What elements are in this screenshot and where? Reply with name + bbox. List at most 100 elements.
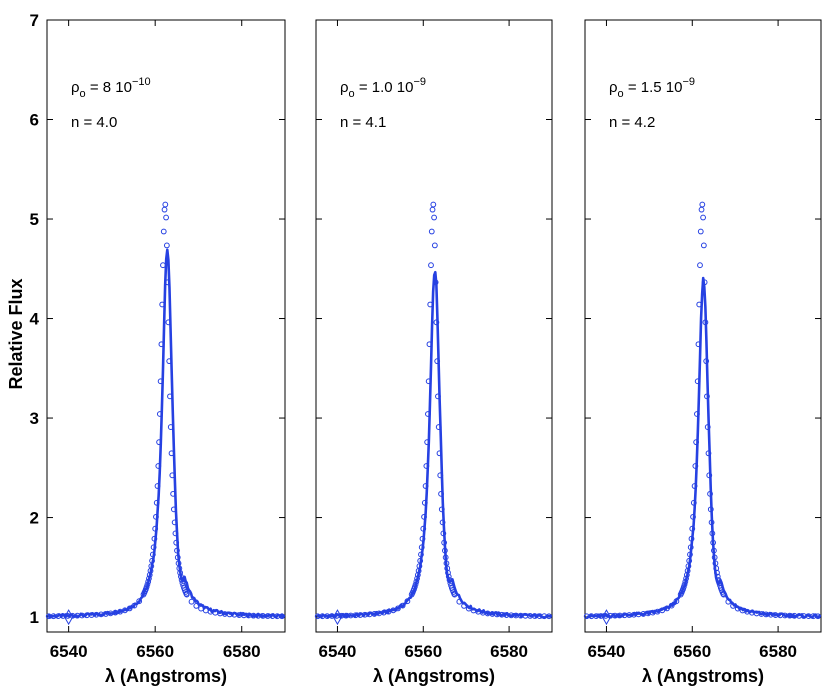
panel-left: 1 2 3 4 5 6 7 6540 6560 6580 λ (Angstroms) ρo = 8 1… xyxy=(30,11,286,686)
model-point xyxy=(279,613,285,620)
model-point xyxy=(433,319,440,326)
model-point xyxy=(399,602,406,609)
model-point xyxy=(681,581,688,588)
model-point xyxy=(683,572,690,578)
model-point xyxy=(171,519,178,526)
panel-middle: 6540 6560 6580 λ (Angstroms) ρo = 1.0 10−9 n … xyxy=(314,19,553,686)
model-point xyxy=(411,584,418,590)
model-point xyxy=(710,539,717,546)
model-point xyxy=(668,602,675,609)
model-point xyxy=(170,506,177,513)
model-point xyxy=(160,228,167,235)
model-point xyxy=(153,499,160,506)
model-point xyxy=(156,439,162,446)
model-point xyxy=(659,607,666,614)
model-point xyxy=(446,577,453,583)
model-point xyxy=(437,472,444,479)
model-point xyxy=(146,572,153,578)
model-point xyxy=(434,358,441,365)
model-point xyxy=(427,301,434,308)
model-point xyxy=(414,572,421,578)
model-point xyxy=(425,411,431,417)
observed-line xyxy=(316,270,553,619)
model-point xyxy=(440,530,447,537)
x-tick-label: 6560 xyxy=(136,642,174,661)
model-point xyxy=(145,578,152,585)
model-point xyxy=(438,490,444,497)
model-point xyxy=(161,206,168,213)
model-point xyxy=(163,214,169,221)
model-point xyxy=(689,525,696,532)
model-point xyxy=(422,483,429,489)
x-tick-label: 6580 xyxy=(490,642,528,661)
model-point xyxy=(156,411,163,417)
model-point xyxy=(177,573,184,580)
model-point xyxy=(421,499,428,506)
model-point xyxy=(461,603,467,609)
model-point xyxy=(664,605,670,612)
model-point xyxy=(170,490,177,497)
model-point xyxy=(680,584,687,590)
model-point xyxy=(436,450,443,457)
model-point xyxy=(160,262,166,269)
model-point xyxy=(168,450,175,457)
model-point xyxy=(165,319,172,326)
model-point xyxy=(149,557,155,564)
model-point xyxy=(152,525,159,532)
model-point xyxy=(714,569,720,576)
model-point xyxy=(183,591,190,598)
x-tick-label: 6540 xyxy=(50,642,88,661)
plot-frame xyxy=(315,19,553,633)
model-point xyxy=(193,603,200,609)
model-point xyxy=(704,393,710,400)
model-point xyxy=(693,439,700,446)
model-point xyxy=(707,490,713,497)
model-point xyxy=(703,358,710,365)
model-point xyxy=(202,607,209,614)
model-point xyxy=(725,598,732,605)
model-point xyxy=(438,506,445,513)
model-point xyxy=(435,424,442,430)
rho-annotation: ρo = 8 10−10 xyxy=(71,76,151,100)
model-point xyxy=(445,569,451,576)
model-point xyxy=(687,551,693,558)
x-axis-label: λ (Angstroms) xyxy=(105,666,227,686)
model-point xyxy=(702,319,709,326)
model-point xyxy=(704,424,711,430)
model-point xyxy=(144,581,151,588)
observed-line xyxy=(586,276,822,619)
model-point xyxy=(159,301,166,308)
model-point xyxy=(419,535,426,542)
y-tick-label: 7 xyxy=(30,11,39,30)
model-point xyxy=(692,463,699,469)
model-point xyxy=(447,580,454,586)
n-annotation: n = 4.1 xyxy=(340,114,386,131)
model-point xyxy=(167,424,174,430)
model-point xyxy=(815,613,821,620)
model-point xyxy=(166,358,173,365)
model-point xyxy=(697,262,703,269)
model-point xyxy=(682,578,689,585)
model-point xyxy=(172,530,179,537)
model-point xyxy=(451,591,458,598)
model-point xyxy=(418,551,424,558)
model-point xyxy=(428,262,434,269)
model-point xyxy=(421,513,427,520)
model-point xyxy=(688,535,695,542)
model-point xyxy=(173,539,180,546)
plot-frame xyxy=(46,19,286,633)
model-point xyxy=(734,605,741,612)
model-point xyxy=(431,214,437,221)
n-annotation: n = 4.2 xyxy=(609,114,655,131)
x-axis-label: λ (Angstroms) xyxy=(373,666,495,686)
model-point xyxy=(456,598,463,605)
model-point xyxy=(143,584,150,590)
x-tick-label: 6580 xyxy=(223,642,261,661)
x-axis-label: λ (Angstroms) xyxy=(642,666,764,686)
model-point xyxy=(162,201,169,208)
model-point xyxy=(424,439,431,446)
model-point xyxy=(164,279,171,286)
model-point xyxy=(413,578,420,585)
model-point xyxy=(686,557,693,564)
model-point xyxy=(431,242,438,249)
